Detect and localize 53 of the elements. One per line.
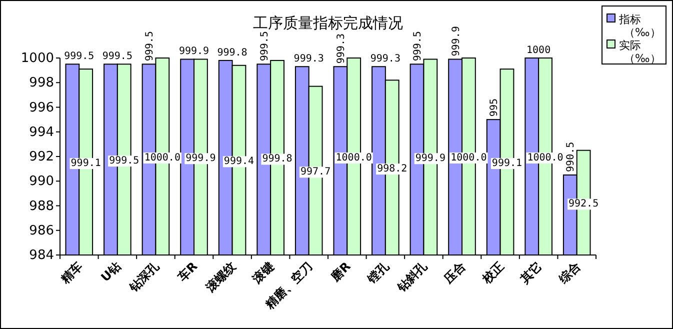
data-label: 999.5 [412, 31, 424, 62]
data-label: 999.1 [70, 158, 101, 170]
x-tick-label: U钻 [98, 259, 124, 284]
data-label: 1000.0 [450, 152, 487, 164]
data-label: 997.7 [300, 166, 331, 178]
data-label: 999.8 [262, 154, 292, 165]
legend-label: 实际（‰） [619, 39, 661, 65]
data-label: 999.5 [109, 156, 140, 167]
y-tick-label: 994 [29, 124, 54, 140]
data-label: 995 [489, 98, 500, 117]
data-label: 992.5 [568, 198, 599, 210]
y-tick-label: 996 [29, 100, 54, 116]
data-label: 990.5 [566, 142, 577, 172]
x-tick-label: 钻斜孔 [394, 258, 431, 296]
y-tick-label: 1000 [20, 51, 54, 66]
x-tick-label: 滚螺纹 [202, 259, 238, 296]
x-tick-label: 镗孔 [364, 258, 392, 287]
data-label: 998.2 [377, 164, 408, 175]
x-tick-label: 精车 [58, 259, 86, 287]
data-label: 999.5 [144, 31, 156, 62]
legend-label: 指标（‰） [618, 13, 661, 39]
x-tick-label: 综合 [555, 258, 584, 287]
data-label: 999.5 [64, 51, 94, 62]
x-tick-label: 车R [174, 259, 200, 285]
data-label: 1000.0 [336, 152, 372, 164]
y-tick-label: 984 [29, 248, 54, 263]
x-tick-label: 滚键 [249, 259, 277, 287]
data-label: 999.3 [336, 34, 347, 64]
data-label: 999.4 [224, 156, 254, 168]
x-tick-label: 校正 [478, 259, 506, 287]
x-tick-label: 磨R [328, 259, 354, 285]
y-tick-label: 986 [29, 223, 54, 238]
data-label: 999.3 [294, 54, 324, 65]
data-label: 1000.0 [527, 152, 564, 164]
y-tick-label: 992 [29, 150, 54, 164]
data-label: 999.1 [492, 158, 522, 170]
data-label: 999.9 [186, 153, 216, 164]
x-tick-label: 钻深孔 [126, 258, 163, 296]
y-tick-label: 988 [29, 198, 54, 214]
chart-title: 工序质量指标完成情况 [253, 14, 403, 32]
data-label: 999.5 [259, 31, 270, 62]
data-label: 1000.0 [144, 152, 180, 164]
data-label: 999.9 [450, 26, 462, 56]
data-label: 999.8 [217, 47, 248, 58]
x-tick-label: 压合 [440, 258, 469, 287]
data-label: 1000 [526, 45, 551, 56]
x-tick-label: 其它 [517, 259, 545, 287]
y-tick-label: 990 [29, 174, 54, 190]
data-label: 999.3 [370, 54, 400, 65]
data-label: 999.9 [178, 46, 210, 58]
data-label: 999.5 [102, 51, 132, 62]
y-tick-label: 998 [29, 76, 54, 91]
data-label: 999.9 [415, 153, 446, 164]
